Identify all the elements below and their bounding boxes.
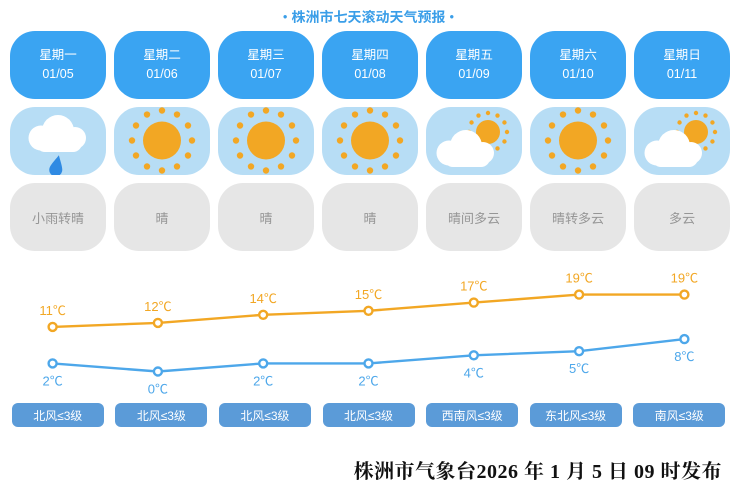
svg-text:8℃: 8℃ [674, 349, 694, 364]
svg-text:17℃: 17℃ [460, 279, 487, 294]
svg-text:2℃: 2℃ [253, 373, 273, 388]
svg-text:14℃: 14℃ [249, 291, 276, 306]
svg-text:2℃: 2℃ [42, 373, 62, 388]
svg-text:0℃: 0℃ [148, 382, 168, 397]
svg-text:12℃: 12℃ [144, 299, 171, 314]
svg-text:2℃: 2℃ [358, 373, 378, 388]
svg-text:19℃: 19℃ [565, 271, 592, 286]
svg-text:11℃: 11℃ [39, 303, 66, 318]
svg-text:4℃: 4℃ [464, 365, 484, 380]
svg-text:15℃: 15℃ [355, 287, 382, 302]
svg-text:19℃: 19℃ [671, 271, 698, 286]
svg-text:5℃: 5℃ [569, 361, 589, 376]
